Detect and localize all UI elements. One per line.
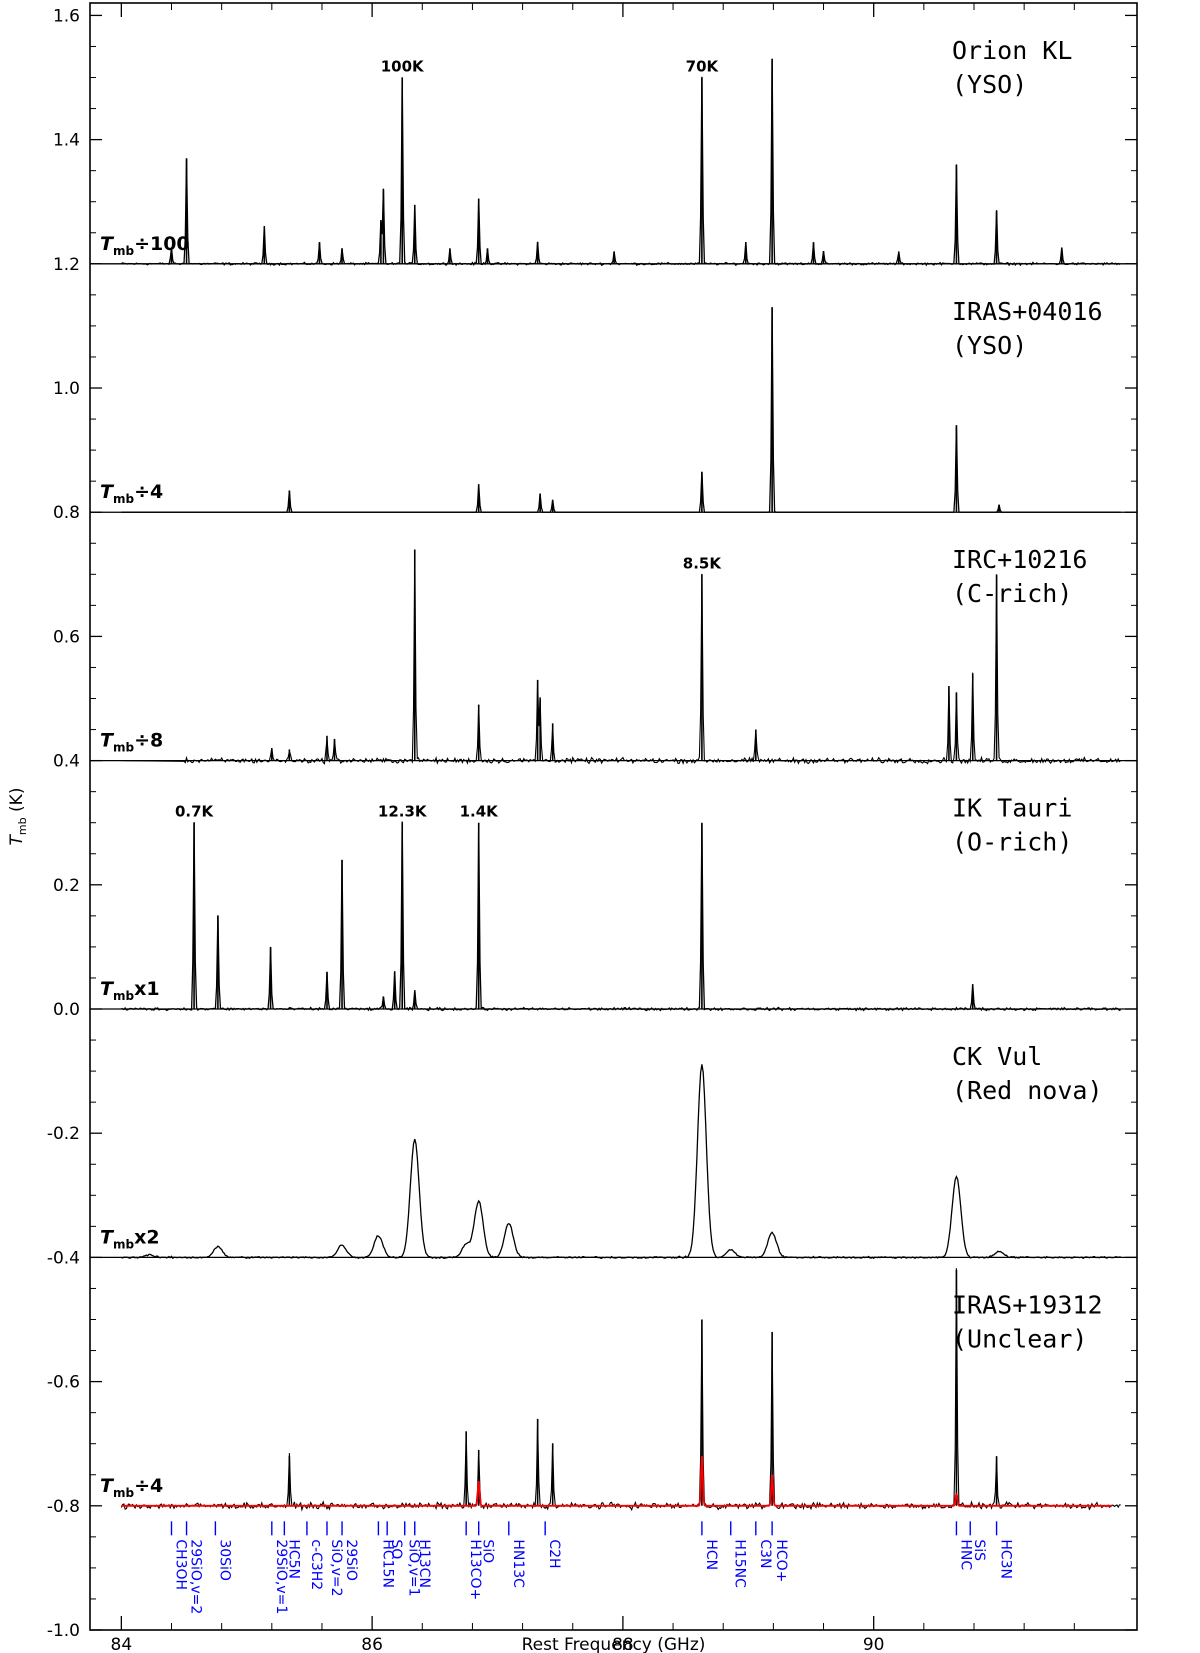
molecule-label: HCN	[703, 1539, 719, 1570]
text-group: Orion KL (YSO) Tmb÷100 100K 70K IRAS+04016 (YS…	[7, 6, 1103, 1653]
molecule-label: SO	[388, 1539, 404, 1559]
molecule-label: HN13C	[510, 1539, 526, 1588]
y-tick-label: 1.6	[53, 6, 80, 26]
molecule-label: SiS	[971, 1539, 987, 1561]
x-axis-title: Rest Frequency (GHz)	[522, 1635, 706, 1653]
molecule-label: CH3OH	[173, 1539, 189, 1590]
molecule-label: HCO+	[773, 1539, 789, 1582]
y-tick-label: -0.6	[47, 1373, 80, 1393]
plot-frame-group	[89, 2, 1138, 1631]
molecule-label: HC15N	[379, 1539, 395, 1588]
panel-title: Orion KL	[952, 36, 1072, 65]
y-tick-label: 0.2	[53, 876, 80, 896]
peak-label: 70K	[686, 58, 720, 76]
fit-group	[121, 1456, 1112, 1507]
y-tick-label: 0.0	[53, 1000, 80, 1020]
panel-subtitle: (Red nova)	[952, 1076, 1103, 1105]
panel-subtitle: (YSO)	[952, 70, 1027, 99]
y-tick-label: -0.8	[47, 1497, 80, 1517]
plot-frame	[89, 2, 1138, 1631]
panel-subtitle: (C-rich)	[952, 579, 1072, 608]
molecule-label: 29SiO	[343, 1539, 359, 1581]
panel-subtitle: (O-rich)	[952, 828, 1072, 857]
molecule-label: 29SiO,v=1	[273, 1539, 289, 1614]
panel-title: IRC+10216	[952, 545, 1087, 574]
panel-title: IK Tauri	[952, 794, 1072, 823]
panel-title: IRAS+04016	[952, 297, 1103, 326]
x-tick-label: 86	[361, 1635, 383, 1653]
peak-label: 1.4K	[460, 803, 500, 821]
molecule-label: SiO,v=1	[406, 1539, 422, 1596]
molecule-label: C3N	[757, 1539, 773, 1568]
x-tick-label: 90	[863, 1635, 885, 1653]
peak-label: 100K	[381, 58, 425, 76]
spectrum-line	[121, 821, 1121, 1012]
panel-title: IRAS+19312	[952, 1290, 1103, 1319]
panel-title: CK Vul	[952, 1042, 1042, 1071]
molecule-label: HC3N	[998, 1539, 1014, 1579]
spectra-group	[120, 58, 1122, 1512]
scale-label: Tmb÷4	[100, 481, 163, 506]
x-tick-label: 84	[111, 1635, 133, 1653]
spectrum-line	[121, 307, 1121, 513]
scale-label: Tmbx1	[100, 978, 160, 1003]
fit-line	[121, 1456, 1112, 1507]
scale-label: Tmb÷4	[100, 1475, 163, 1500]
molecule-label: SiO,v=2	[328, 1539, 344, 1596]
molecule-label: C2H	[546, 1539, 562, 1568]
spectrum-line	[120, 58, 1121, 267]
molecule-label: HNC	[957, 1539, 973, 1570]
molecule-label: H15NC	[732, 1539, 748, 1588]
panel-subtitle: (Unclear)	[952, 1324, 1087, 1353]
molecule-label: HC5N	[285, 1539, 301, 1579]
molecule-label: c-C3H2	[308, 1539, 324, 1590]
y-tick-label: 1.4	[53, 131, 80, 151]
molecule-label: H13CO+	[467, 1539, 483, 1600]
peak-label: 12.3K	[378, 803, 428, 821]
molecule-label: SiO	[480, 1539, 496, 1563]
y-tick-label: 0.6	[53, 627, 80, 647]
molecule-label: 29SiO,v=2	[188, 1539, 204, 1614]
scale-label: Tmb÷100	[100, 233, 190, 258]
y-tick-label: -0.2	[47, 1124, 80, 1144]
y-tick-label: 1.2	[53, 255, 80, 275]
spectrum-line	[121, 1064, 1121, 1260]
y-tick-label: 1.0	[53, 379, 80, 399]
peak-label: 0.7K	[175, 803, 215, 821]
spectrum-line	[121, 550, 1122, 765]
y-tick-label: 0.8	[53, 503, 80, 523]
peak-label: 8.5K	[683, 554, 723, 572]
panel-subtitle: (YSO)	[952, 331, 1027, 360]
y-tick-label: -0.4	[47, 1248, 80, 1268]
molecule-label: H13CN	[416, 1539, 432, 1588]
scale-label: Tmbx2	[100, 1226, 160, 1251]
y-axis-title: Tmb (K)	[7, 788, 29, 846]
y-tick-label: 0.4	[53, 752, 80, 772]
scale-label: Tmb÷8	[100, 730, 163, 755]
molecule-label: 30SiO	[216, 1539, 232, 1581]
y-tick-label: -1.0	[47, 1621, 80, 1641]
x-tick-label: 88	[612, 1635, 634, 1653]
